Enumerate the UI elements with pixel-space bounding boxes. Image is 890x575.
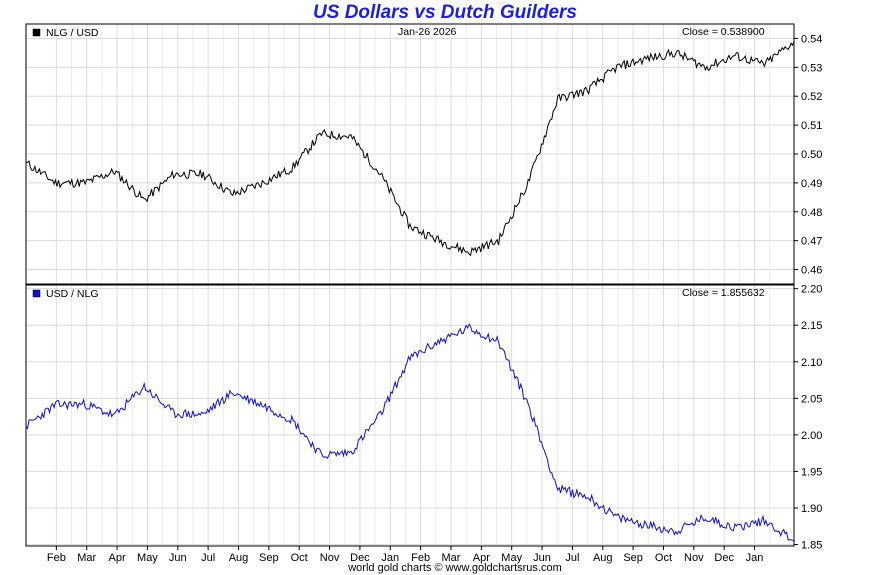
nlg-usd-legend-swatch [32, 28, 41, 37]
x-tick-label: Nov [684, 552, 704, 564]
nlg-usd-panel: 0.46 0.47 0.48 0.49 0.50 0.51 0.52 0.53 0.54 NLG … [25, 23, 822, 285]
usd-nlg-series-line [25, 323, 795, 541]
x-tick-label: Aug [229, 552, 249, 564]
y-tick-label: 2.15 [801, 320, 822, 332]
usd-nlg-legend-label: USD / NLG [46, 288, 99, 300]
nlg-usd-frame [25, 23, 795, 285]
x-tick-label: Oct [291, 552, 308, 564]
x-tick-label: Feb [47, 552, 66, 564]
y-tick-label: 0.49 [801, 178, 822, 190]
x-tick-label: Jan [746, 552, 764, 564]
x-tick-label: Feb [411, 552, 430, 564]
x-tick-label: May [137, 552, 158, 564]
x-tick-label: Aug [593, 552, 613, 564]
y-tick-label: 1.95 [801, 466, 822, 478]
y-tick-label: 0.48 [801, 207, 822, 219]
y-tick-label: 2.20 [801, 284, 822, 296]
x-tick-label: Jul [201, 552, 215, 564]
footer-credit: world gold charts © www.goldchartsrus.co… [348, 562, 562, 574]
y-tick-label: 0.50 [801, 149, 822, 161]
y-tick-label: 0.52 [801, 91, 822, 103]
y-tick-label: 0.46 [801, 265, 822, 277]
x-tick-label: Apr [109, 552, 126, 564]
x-tick-label: Oct [655, 552, 672, 564]
usd-nlg-close-label: Close = 1.855632 [682, 287, 765, 299]
nlg-usd-legend-label: NLG / USD [46, 27, 99, 39]
date-label: Jan-26 2026 [398, 26, 457, 38]
y-tick-label: 1.85 [801, 540, 822, 552]
x-tick-label: Sep [623, 552, 643, 564]
nlg-usd-series-line [25, 41, 795, 257]
x-tick-label: Dec [714, 552, 734, 564]
x-tick-label: Jan [381, 552, 399, 564]
y-tick-label: 1.90 [801, 503, 822, 515]
y-tick-label: 2.00 [801, 430, 822, 442]
nlg-usd-grid [26, 24, 794, 284]
usd-nlg-legend-swatch [32, 289, 41, 298]
x-tick-label: Nov [320, 552, 340, 564]
x-tick-label: Jun [169, 552, 187, 564]
y-tick-label: 0.47 [801, 236, 822, 248]
y-tick-label: 0.53 [801, 62, 822, 74]
x-tick-label: May [501, 552, 522, 564]
y-tick-label: 0.54 [801, 33, 822, 45]
y-tick-label: 2.05 [801, 393, 822, 405]
x-axis: Feb Mar Apr May Jun Jul Aug Sep Oct Nov Dec Jan Feb M… [47, 546, 764, 564]
usd-nlg-frame [25, 284, 795, 547]
x-tick-label: Mar [77, 552, 96, 564]
usd-nlg-panel: 1.85 1.90 1.95 2.00 2.05 2.10 2.15 2.20 USD / NL… [25, 284, 822, 552]
usd-nlg-grid [26, 285, 794, 546]
x-tick-label: Jun [533, 552, 551, 564]
x-tick-label: Dec [350, 552, 370, 564]
x-tick-label: Sep [259, 552, 279, 564]
y-tick-label: 2.10 [801, 357, 822, 369]
x-tick-label: Mar [442, 552, 461, 564]
x-tick-label: Jul [565, 552, 579, 564]
chart-title: US Dollars vs Dutch Guilders [313, 2, 577, 23]
y-tick-label: 0.51 [801, 120, 822, 132]
nlg-usd-close-label: Close = 0.538900 [682, 26, 765, 38]
x-tick-label: Apr [473, 552, 490, 564]
